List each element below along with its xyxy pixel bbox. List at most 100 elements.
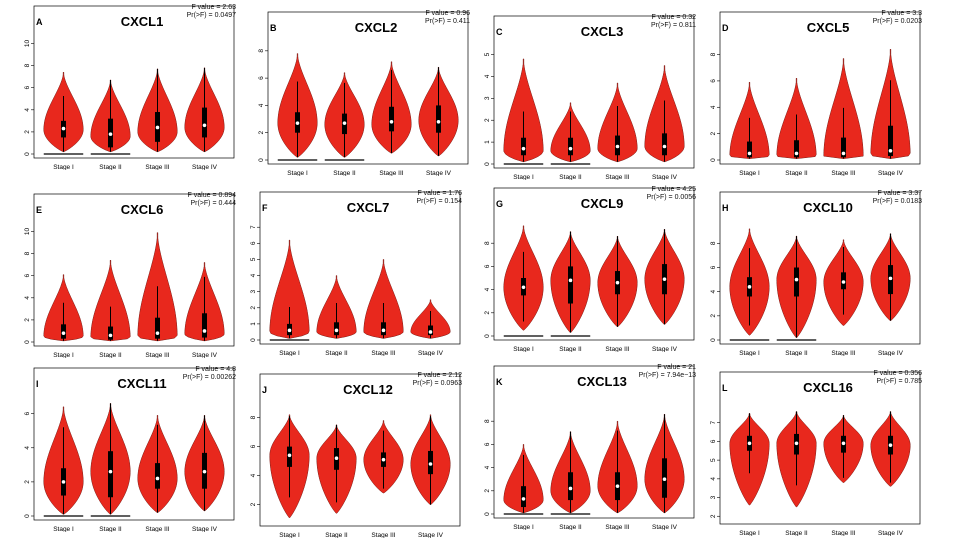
violin-median <box>841 151 846 156</box>
gene-title: CXCL11 <box>117 376 167 391</box>
x-tick-label: Stage IV <box>192 526 218 532</box>
y-tick-label: 0 <box>484 512 491 516</box>
p-value-label: Pr(>F) = 0.154 <box>416 198 462 205</box>
y-tick-label: 4 <box>24 446 31 450</box>
y-tick-label: 8 <box>710 52 717 56</box>
gene-title: CXCL3 <box>580 24 624 39</box>
violin-median <box>747 285 752 289</box>
y-tick-label: 6 <box>710 439 717 443</box>
p-value-label: Pr(>F) = 7.94e−13 <box>638 372 696 379</box>
x-tick-label: Stage II <box>559 174 582 180</box>
violin-median <box>794 151 799 156</box>
y-tick-label: 8 <box>24 251 31 255</box>
panel-letter: G <box>496 199 504 209</box>
violin-box <box>389 106 394 132</box>
violin-panel-k: 0 2 4 6 8 Stage I Stage II Stage III Stage IV K CX… <box>474 364 702 530</box>
violin-stage-i <box>729 228 770 341</box>
violin-chart-svg: 0 2 4 6 Stage I Stage II Stage III Stage IV <box>24 367 235 532</box>
violin-stage-iii <box>597 235 638 327</box>
violin-median <box>61 126 66 131</box>
x-tick-label: Stage II <box>99 526 122 532</box>
violin-median <box>841 280 846 284</box>
plot-frame <box>259 373 461 527</box>
violin-box <box>436 105 441 133</box>
violin-box <box>155 463 160 489</box>
violin-median <box>747 151 752 156</box>
violin-median <box>568 278 573 283</box>
violin-median <box>155 476 160 481</box>
violin-median <box>521 285 526 290</box>
f-value-label: F value = 2.12 <box>417 372 462 379</box>
violin-body <box>90 260 131 342</box>
violin-chart-svg: 2 4 6 8 Stage I Stage II Stage III Stage IV <box>250 373 461 538</box>
y-tick-label: 0 <box>24 152 31 156</box>
panel-letter: A <box>36 17 43 27</box>
violin-box <box>202 313 207 338</box>
violin-median <box>287 453 292 458</box>
violin-stage-ii <box>90 403 131 517</box>
y-tick-label: 2 <box>710 314 717 318</box>
violin-median <box>521 497 526 501</box>
x-tick-label: Stage III <box>831 170 855 176</box>
y-tick-label: 2 <box>484 311 491 315</box>
violin-box <box>202 107 207 138</box>
violin-stage-ii <box>550 231 591 337</box>
x-tick-label: Stage III <box>831 530 855 536</box>
y-tick-label: 6 <box>250 444 257 448</box>
x-tick-label: Stage IV <box>418 532 444 538</box>
f-value-label: F value = 0.356 <box>873 370 922 377</box>
violin-stage-ii <box>90 79 131 155</box>
y-tick-label: 4 <box>710 477 717 481</box>
y-tick-label: 6 <box>710 79 717 83</box>
y-tick-label: 0 <box>24 340 31 344</box>
p-value-label: Pr(>F) = 0.411 <box>424 18 470 25</box>
violin-stage-ii <box>550 102 591 165</box>
violin-stage-i <box>277 53 318 161</box>
gene-title: CXCL2 <box>354 20 398 35</box>
x-tick-label: Stage II <box>559 524 582 530</box>
x-tick-label: Stage IV <box>652 174 678 180</box>
y-tick-label: 2 <box>24 480 31 484</box>
violin-chart-svg: 0 2 4 6 8 Stage I Stage II Stage III Stage IV <box>710 191 921 356</box>
violin-stage-i <box>729 413 770 506</box>
violin-stage-iv <box>418 66 459 157</box>
y-tick-label: 8 <box>258 49 265 53</box>
x-tick-label: Stage II <box>785 170 808 176</box>
violin-stage-iii <box>597 82 638 163</box>
violin-box <box>108 451 113 498</box>
y-tick-label: 6 <box>710 265 717 269</box>
x-tick-label: Stage IV <box>652 346 678 352</box>
violin-stage-iv <box>644 413 685 514</box>
violin-chart-svg: 0 2 4 6 8 Stage I Stage II Stage III Stage IV <box>710 11 921 176</box>
violin-panel-f: 0 1 2 3 4 5 6 7 Stage I Stage II Stage III Stage IV… <box>240 190 468 356</box>
violin-stage-i <box>43 406 84 517</box>
violin-chart-svg: 0 2 4 6 8 Stage I Stage II Stage III Stage IV <box>258 11 469 176</box>
y-tick-label: 8 <box>24 63 31 67</box>
violin-stage-ii <box>776 235 817 341</box>
violin-panel-a: 0 2 4 6 8 10 Stage I Stage II Stage III Stage IV A… <box>14 4 242 170</box>
x-tick-label: Stage I <box>53 164 74 170</box>
violin-median <box>568 146 573 151</box>
violin-panel-h: 0 2 4 6 8 Stage I Stage II Stage III Stage IV H CX… <box>700 190 928 356</box>
x-tick-label: Stage I <box>279 350 300 356</box>
x-tick-label: Stage III <box>371 532 395 538</box>
violin-median <box>334 456 339 460</box>
gene-title: CXCL12 <box>343 382 393 397</box>
y-tick-label: 6 <box>484 442 491 446</box>
violin-median <box>521 146 526 151</box>
violin-box <box>521 137 526 156</box>
x-tick-label: Stage IV <box>878 530 904 536</box>
y-tick-label: 6 <box>24 274 31 278</box>
violin-median <box>108 132 113 136</box>
y-tick-label: 0 <box>484 334 491 338</box>
f-value-label: F value = 0.894 <box>187 192 236 199</box>
violin-chart-svg: 0 2 4 6 8 Stage I Stage II Stage III Stage IV <box>484 187 695 352</box>
violin-median <box>342 121 347 125</box>
x-tick-label: Stage III <box>145 164 169 170</box>
y-tick-label: 2 <box>258 131 265 135</box>
x-tick-label: Stage I <box>513 346 534 352</box>
gene-title: CXCL10 <box>803 200 853 215</box>
y-tick-label: 4 <box>710 289 717 293</box>
violin-median <box>202 469 207 474</box>
y-tick-label: 0 <box>24 514 31 518</box>
